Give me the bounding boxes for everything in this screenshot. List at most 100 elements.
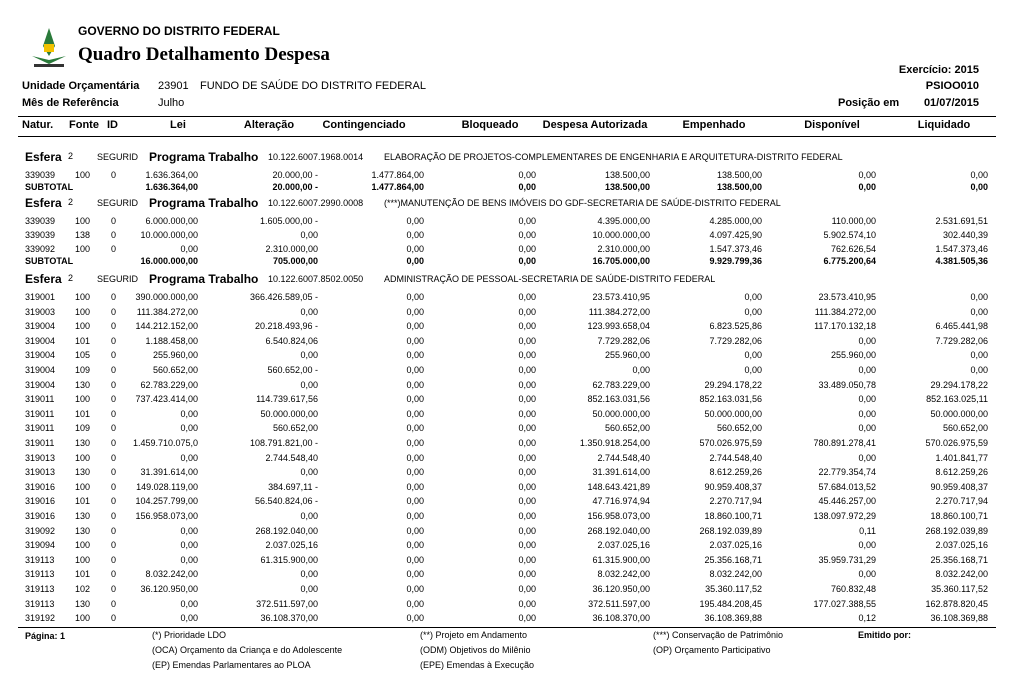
cell: 319094 [25, 540, 56, 551]
cell: 6.000.000,00 [145, 216, 198, 226]
legend-item: (ODM) Objetivos do Milênio [420, 645, 531, 655]
cell: 0 [110, 613, 116, 624]
cell: 319113 [25, 584, 55, 594]
cell: 8.612.259,26 [709, 467, 762, 478]
cell: 102 [74, 584, 90, 594]
cell: 20.218.493,96 - [254, 321, 318, 332]
programa-label: Programa Trabalho [149, 272, 259, 286]
subtotal-cell: 1.477.864,00 [371, 182, 424, 192]
emitido-por: Emitido por: [858, 630, 911, 640]
cell: 0,00 [970, 365, 988, 375]
cell: 2.270.717,94 [935, 496, 988, 507]
cell: 36.108.369,88 [930, 613, 988, 624]
cell: 33.489.050,78 [818, 379, 876, 390]
cell: 0,00 [518, 244, 536, 254]
column-header: Bloqueado [461, 118, 519, 131]
cell: 0,00 [406, 394, 424, 405]
cell: 50.000.000,00 [704, 408, 762, 419]
cell: 0,00 [518, 216, 536, 226]
cell: 366.426.589,05 - [249, 292, 318, 302]
cell: 110.000,00 [831, 216, 876, 226]
descricao: ADMINISTRAÇÃO DE PESSOAL-SECRETARIA DE S… [384, 274, 716, 284]
cell: 319004 [25, 335, 56, 346]
cell: 7.729.282,06 [935, 335, 988, 346]
cell: 0,00 [518, 467, 536, 478]
column-header: Empenhado [682, 118, 746, 131]
cell: 0,00 [518, 423, 536, 434]
cell: 111.384.272,00 [136, 306, 198, 317]
cell: 0,00 [406, 438, 424, 448]
cell: 100 [74, 452, 90, 463]
seguridade: SEGURID [97, 274, 139, 284]
cell: 0,00 [180, 525, 198, 536]
cell: 100 [74, 306, 90, 317]
cell: 7.729.282,06 [597, 335, 650, 346]
cell: 149.028.119,00 [136, 481, 198, 492]
cell: 123.993.658,04 [587, 321, 650, 332]
cell: 101 [74, 408, 90, 419]
cell: 0,00 [406, 335, 424, 346]
esfera-label: Esfera [25, 272, 62, 286]
cell: 319016 [25, 496, 56, 507]
cell: 100 [74, 540, 90, 551]
column-header: Contingenciado [322, 118, 406, 131]
cell: 61.315.900,00 [592, 554, 650, 565]
cell: 111.384.272,00 [588, 306, 650, 317]
column-header: Fonte [69, 118, 99, 131]
legend-item: (EP) Emendas Parlamentares ao PLOA [152, 660, 311, 670]
cell: 0,00 [518, 554, 536, 565]
cell: 0,00 [858, 170, 876, 180]
cell: 2.744.548,40 [709, 452, 762, 463]
cell: 0,00 [406, 321, 424, 332]
cell: 852.163.031,56 [699, 394, 762, 405]
cell: 1.477.864,00 [371, 170, 424, 180]
legend-item: (***) Conservação de Patrimônio [653, 630, 784, 640]
cell: 29.294.178,22 [930, 379, 988, 390]
cell: 0,11 [859, 525, 876, 536]
subtotal-cell: 16.705.000,00 [592, 256, 650, 266]
cell: 130 [74, 467, 90, 478]
cell: 195.484.208,45 [699, 598, 762, 609]
cell: 0,00 [300, 306, 318, 317]
cell: 0,00 [518, 394, 536, 405]
cell: 0 [110, 335, 116, 346]
cell: 2.744.548,40 [265, 452, 318, 463]
cell: 319004 [25, 321, 56, 332]
cell: 255.960,00 [604, 350, 650, 361]
cell: 760.832,48 [830, 584, 876, 594]
cell: 29.294.178,22 [704, 379, 762, 390]
cell: 50.000.000,00 [592, 408, 650, 419]
cell: 0,00 [406, 569, 424, 580]
cell: 2.310.000,00 [597, 244, 650, 254]
cell: 100 [74, 394, 90, 405]
cell: 130 [74, 438, 90, 448]
cell: 762.626,54 [830, 244, 876, 254]
cell: 0,00 [406, 365, 424, 375]
cell: 0,00 [744, 306, 762, 317]
seguridade: SEGURID [97, 198, 139, 208]
cell: 339039 [25, 170, 56, 180]
cell: 0,00 [518, 452, 536, 463]
column-header: Alteração [243, 118, 295, 131]
cell: 560.652,00 [716, 423, 762, 434]
cell: 1.547.373,46 [709, 244, 762, 254]
cell: 0 [110, 394, 116, 405]
cell: 339092 [25, 244, 56, 254]
cell: 339039 [25, 216, 56, 226]
cell: 0,00 [858, 408, 876, 419]
subtotal-label: SUBTOTAL [25, 182, 74, 192]
esfera: 2 [68, 197, 74, 207]
cell: 111.384.272,00 [814, 306, 876, 317]
cell: 62.783.229,00 [140, 379, 198, 390]
cell: 20.000,00 - [272, 170, 318, 180]
cell: 18.860.100,71 [704, 511, 762, 521]
cell: 737.423.414,00 [135, 394, 198, 405]
cell: 109 [74, 365, 90, 375]
cell: 0,00 [406, 540, 424, 551]
cell: 36.108.369,88 [704, 613, 762, 624]
cell: 0,00 [518, 408, 536, 419]
cell: 130 [74, 598, 90, 609]
programa: 10.122.6007.2990.0008 [268, 198, 364, 208]
cell: 268.192.040,00 [587, 525, 650, 536]
cell: 100 [74, 244, 90, 254]
